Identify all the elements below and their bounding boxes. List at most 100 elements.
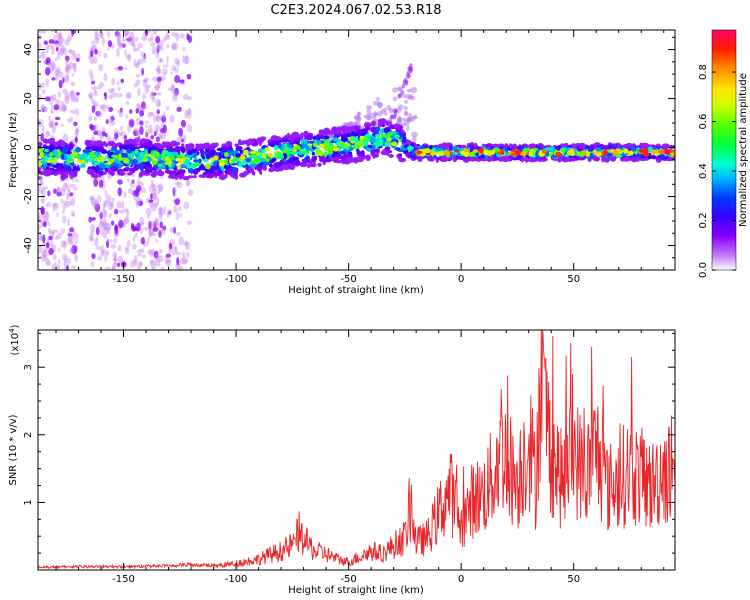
ridge-blob (395, 146, 399, 151)
ridge-blob (132, 139, 137, 145)
noise-blob (57, 247, 61, 252)
noise-blob (62, 133, 69, 142)
noise-blob (53, 202, 59, 211)
noise-blob (41, 105, 48, 112)
noise-blob (134, 47, 141, 52)
noise-blob (155, 83, 160, 92)
noise-blob (131, 36, 136, 46)
ridge-hotspot (528, 151, 534, 157)
ridge-blob (578, 142, 587, 150)
noise-blob (143, 226, 149, 231)
ridge-blob (656, 143, 661, 148)
ridge-blob (102, 172, 107, 175)
noise-blob (112, 257, 119, 262)
noise-blob (41, 124, 45, 133)
noise-blob (167, 87, 173, 91)
noise-blob (123, 208, 129, 212)
ridge-blob (147, 149, 152, 154)
noise-blob (69, 183, 76, 188)
noise-blob (40, 82, 46, 88)
noise-blob (174, 186, 177, 196)
ridge-blob (365, 133, 371, 137)
noise-blob (57, 91, 62, 98)
ridge-blob (222, 148, 227, 152)
noise-blob (109, 238, 113, 243)
snr-y-ticks: 1 2 3 (23, 332, 675, 554)
ridge-hotspot (67, 158, 74, 162)
ridge-blob (60, 153, 65, 160)
noise-blob (171, 65, 176, 72)
trail-blob (401, 83, 406, 89)
noise-blob (147, 249, 152, 255)
ridge-blob (402, 136, 407, 141)
snr-x-axis-label: Height of straight line (km) (288, 585, 424, 596)
noise-blob (104, 189, 108, 197)
ridge-hotspot (301, 151, 308, 155)
noise-blob (182, 47, 186, 52)
noise-blob (165, 106, 170, 111)
ridge-blob (238, 139, 242, 146)
noise-blob (100, 252, 105, 257)
noise-blob (72, 213, 75, 217)
snr-panel: -150 -100 -50 0 50 1 2 3 Height of straight li… (8, 324, 676, 596)
noise-blob (42, 234, 46, 244)
noise-blob (70, 246, 74, 255)
noise-blob (48, 123, 53, 129)
noise-blob (113, 258, 118, 268)
ridge-hotspot (117, 157, 124, 161)
noise-blob (100, 209, 107, 219)
noise-blob (54, 116, 61, 121)
noise-blob (117, 179, 123, 185)
noise-blob (123, 218, 127, 226)
noise-blob (68, 64, 72, 70)
ridge-blob (443, 143, 450, 149)
ridge-blob (308, 140, 315, 144)
noise-blob (65, 64, 70, 73)
noise-blob (113, 237, 118, 244)
noise-blob (134, 127, 139, 134)
ridge-hotspot (332, 137, 339, 142)
ridge-blob (374, 126, 381, 132)
ridge-hotspot (429, 151, 437, 156)
noise-blob (45, 257, 50, 266)
noise-blob (171, 42, 177, 50)
noise-blob (114, 234, 120, 238)
noise-blob (61, 253, 68, 261)
noise-blob (53, 229, 59, 234)
ridge-hotspot (106, 161, 112, 166)
noise-blob (53, 34, 57, 43)
noise-blob (158, 206, 163, 212)
noise-blob (75, 232, 79, 240)
noise-blob (75, 98, 79, 103)
ridge-blob (600, 145, 606, 150)
noise-blob (183, 240, 189, 246)
noise-blob (154, 124, 161, 133)
noise-blob (62, 210, 65, 215)
noise-blob (88, 216, 92, 223)
noise-blob (62, 183, 68, 192)
noise-blob (88, 95, 94, 100)
ridge-blob (182, 176, 190, 181)
ridge-hotspot (363, 140, 369, 147)
ridge-blob (59, 168, 67, 173)
noise-blob (94, 203, 101, 213)
noise-blob (101, 250, 108, 255)
noise-blob (184, 241, 191, 251)
ridge-blob (241, 159, 247, 166)
ridge-hotspot (359, 135, 365, 140)
ridge-hotspot (142, 158, 149, 162)
noise-blob (135, 102, 141, 110)
noise-blob (155, 115, 160, 122)
noise-blob (166, 44, 170, 49)
noise-blob (96, 110, 103, 119)
noise-blob (384, 112, 388, 116)
noise-blob (130, 40, 135, 47)
ridge-blob (90, 159, 96, 164)
noise-blob (116, 81, 120, 85)
noise-blob (117, 109, 123, 114)
noise-blob (93, 91, 98, 97)
colorbar-tick-label: 0.6 (698, 114, 709, 130)
ridge-blob (161, 141, 166, 148)
noise-blob (396, 107, 402, 114)
